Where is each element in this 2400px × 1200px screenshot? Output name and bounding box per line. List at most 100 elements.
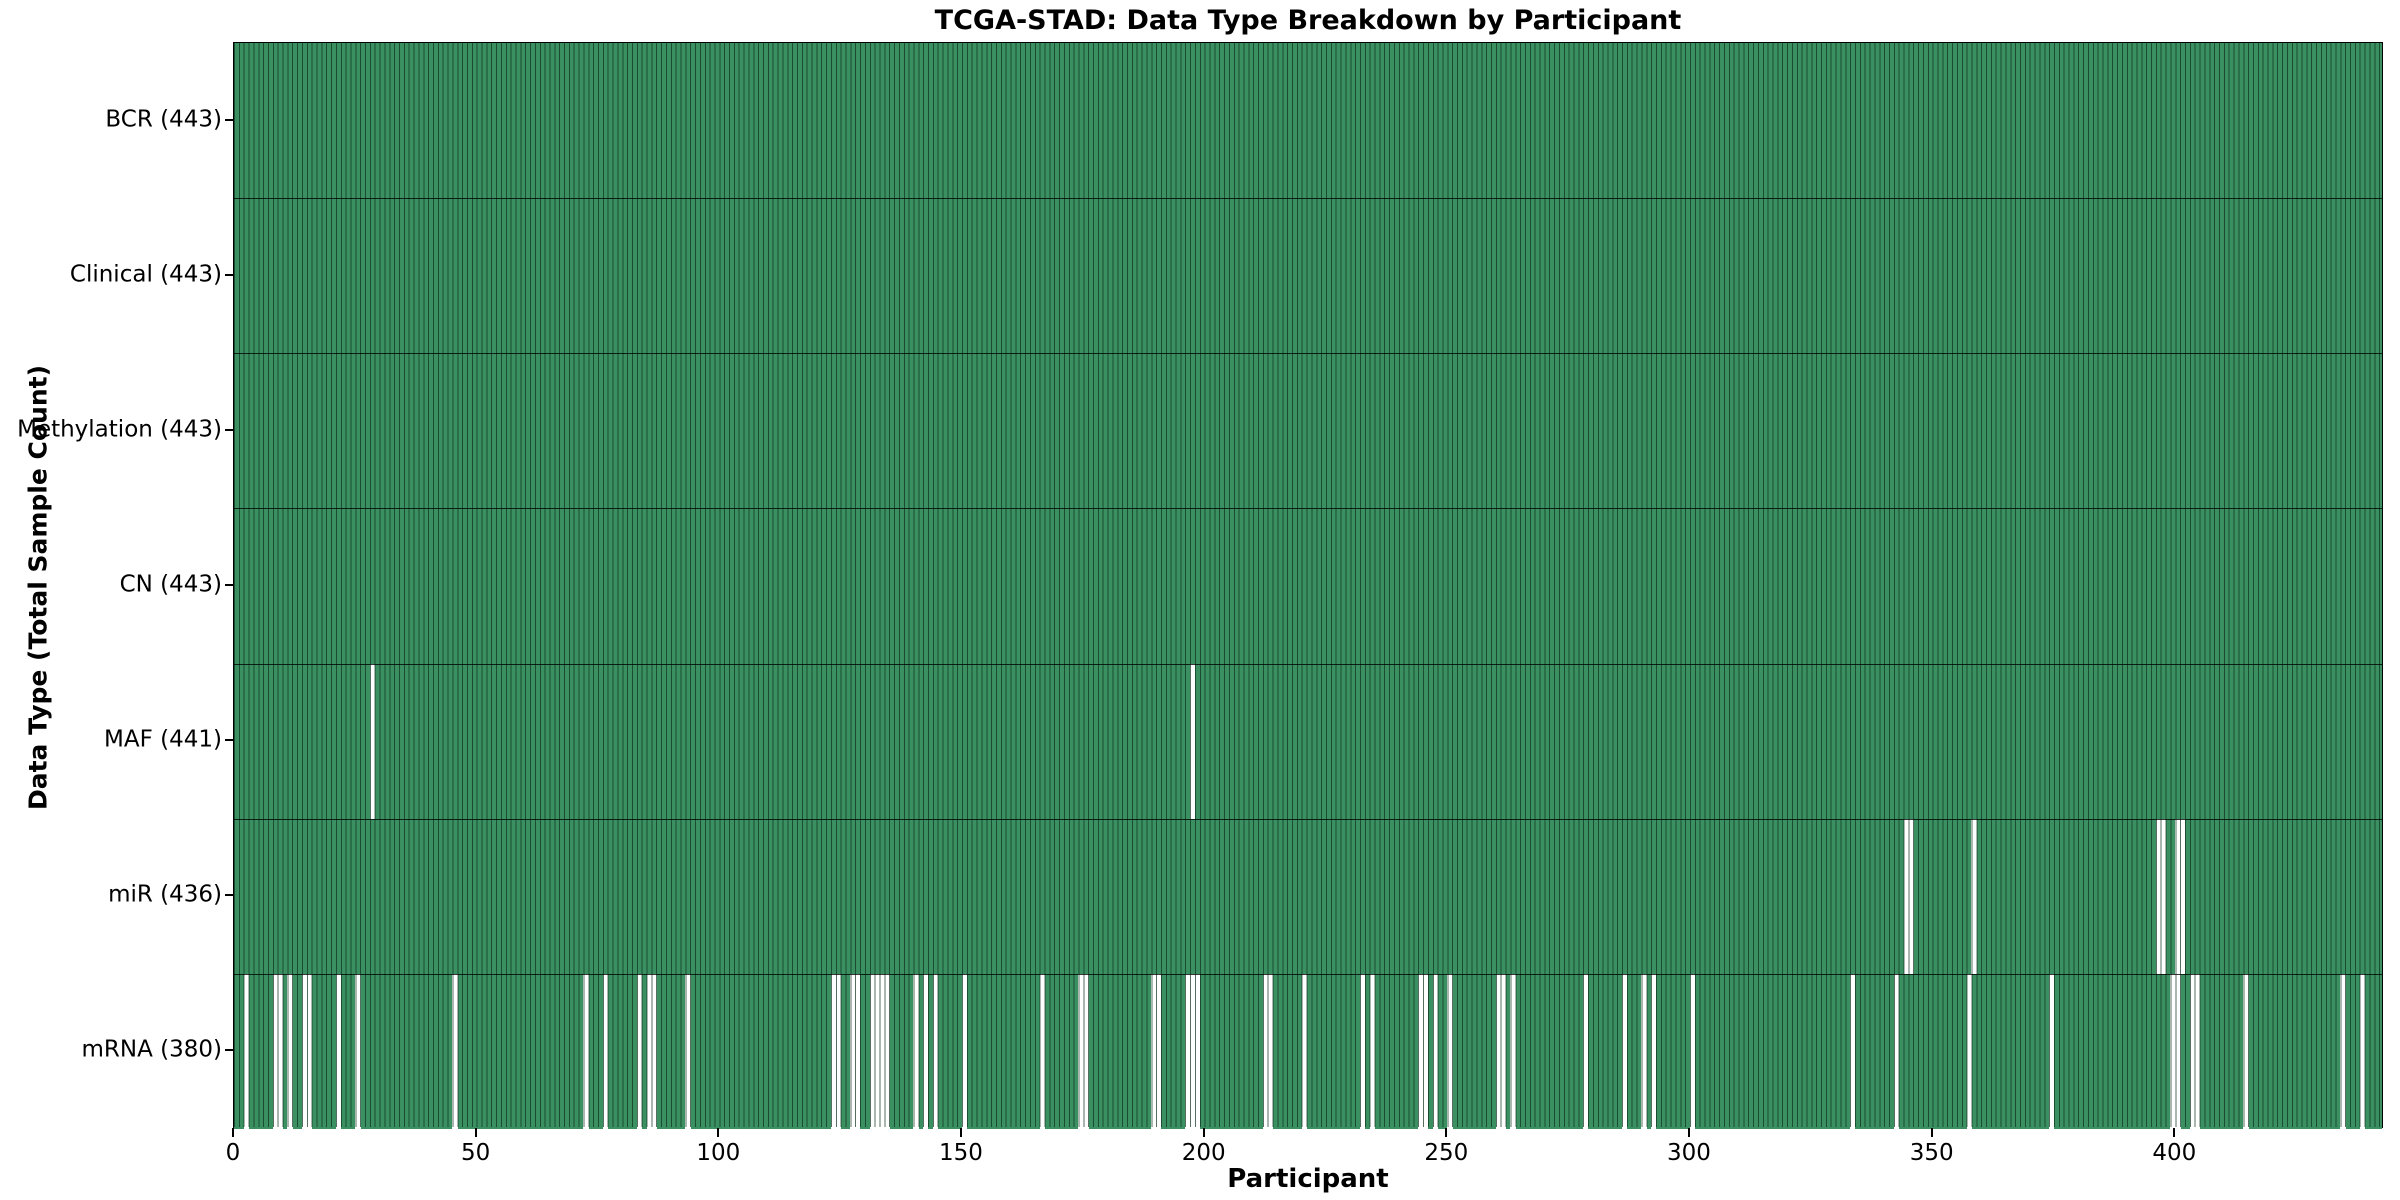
- y-tick-label-CN: CN (443): [119, 571, 222, 598]
- absent-stripe: [1641, 973, 1647, 1129]
- absent-stripe: [2160, 818, 2166, 974]
- absent-stripe: [2340, 973, 2346, 1129]
- absent-stripe: [1971, 818, 1977, 974]
- absent-stripe: [1651, 973, 1657, 1129]
- absent-stripe: [355, 973, 361, 1129]
- x-tick-mark: [1930, 1128, 1933, 1137]
- absent-stripe: [335, 973, 342, 1129]
- absent-stripe: [685, 973, 691, 1129]
- absent-stripe: [1583, 973, 1589, 1129]
- absent-stripe: [1432, 973, 1438, 1129]
- y-tick-label-BCR: BCR (443): [105, 106, 222, 133]
- absent-stripe: [1267, 973, 1273, 1129]
- y-tick-mark: [225, 118, 233, 121]
- absent-stripe: [651, 973, 657, 1129]
- x-tick-label-200: 200: [1181, 1140, 1226, 1166]
- x-tick-mark: [1687, 1128, 1690, 1137]
- absent-stripe: [2359, 973, 2365, 1129]
- absent-stripe: [913, 973, 919, 1129]
- absent-stripe: [932, 973, 939, 1129]
- heatmap-row-MAF: [234, 663, 2382, 819]
- y-tick-mark: [225, 894, 233, 897]
- absent-stripe: [1966, 973, 1972, 1129]
- absent-stripe: [2243, 973, 2249, 1129]
- absent-stripe: [1359, 973, 1366, 1129]
- absent-stripe: [1908, 818, 1914, 974]
- absent-stripe: [1083, 973, 1089, 1129]
- x-tick-label-300: 300: [1667, 1140, 1711, 1166]
- y-tick-mark: [225, 273, 233, 276]
- absent-stripe: [884, 973, 890, 1129]
- y-tick-label-Methylation: Methylation (443): [17, 416, 222, 443]
- absent-stripe: [1301, 973, 1307, 1129]
- absent-stripe: [1850, 973, 1856, 1129]
- x-tick-label-400: 400: [2152, 1140, 2197, 1166]
- absent-stripe: [1500, 973, 1506, 1129]
- absent-stripe: [1190, 663, 1196, 819]
- absent-stripe: [287, 973, 293, 1129]
- x-tick-mark: [717, 1128, 720, 1137]
- absent-stripe: [636, 973, 643, 1129]
- chart-title: TCGA-STAD: Data Type Breakdown by Partic…: [934, 5, 1682, 36]
- absent-stripe: [2180, 818, 2186, 974]
- heatmap-row-mRNA: [234, 973, 2382, 1129]
- y-tick-mark: [225, 1049, 233, 1052]
- absent-stripe: [961, 973, 968, 1129]
- heatmap-row-miR: [234, 818, 2382, 974]
- x-tick-mark: [474, 1128, 477, 1137]
- x-tick-label-0: 0: [225, 1140, 241, 1166]
- absent-stripe: [1423, 973, 1429, 1129]
- y-tick-label-MAF: MAF (441): [104, 726, 222, 753]
- absent-stripe: [583, 973, 589, 1129]
- plot-area: Present Absent: [233, 42, 2383, 1129]
- absent-stripe: [277, 973, 283, 1129]
- absent-stripe: [2175, 973, 2181, 1129]
- absent-stripe: [1039, 973, 1045, 1129]
- absent-stripe: [1194, 973, 1201, 1129]
- row-separator: [234, 198, 2382, 200]
- absent-stripe: [1447, 973, 1453, 1129]
- absent-stripe: [2194, 973, 2200, 1129]
- absent-stripe: [1369, 973, 1375, 1129]
- row-separator: [234, 353, 2382, 355]
- row-separator: [234, 973, 2382, 975]
- absent-stripe: [835, 973, 842, 1129]
- heatmap-row-CN: [234, 508, 2382, 664]
- heatmap-row-Clinical: [234, 198, 2382, 354]
- y-tick-mark: [225, 428, 233, 431]
- x-tick-mark: [232, 1128, 234, 1137]
- heatmap-row-BCR: [234, 43, 2382, 199]
- x-tick-mark: [959, 1128, 962, 1137]
- x-tick-mark: [2173, 1128, 2176, 1137]
- y-tick-mark: [225, 584, 233, 586]
- absent-stripe: [1156, 973, 1162, 1129]
- y-tick-label-Clinical: Clinical (443): [69, 261, 222, 288]
- absent-stripe: [1510, 973, 1516, 1129]
- absent-stripe: [2049, 973, 2055, 1129]
- y-tick-mark: [225, 739, 233, 742]
- x-tick-mark: [1445, 1128, 1448, 1137]
- x-tick-label-100: 100: [696, 1140, 741, 1166]
- absent-stripe: [243, 973, 249, 1129]
- heatmap-row-Methylation: [234, 353, 2382, 509]
- absent-stripe: [369, 663, 376, 819]
- absent-stripe: [1893, 973, 1900, 1129]
- y-tick-label-miR: miR (436): [108, 881, 222, 908]
- absent-stripe: [1689, 973, 1696, 1129]
- x-tick-label-250: 250: [1424, 1140, 1469, 1166]
- absent-stripe: [855, 973, 861, 1129]
- row-separator: [234, 508, 2382, 510]
- x-tick-label-50: 50: [461, 1140, 491, 1166]
- row-separator: [234, 818, 2382, 820]
- absent-stripe: [602, 973, 609, 1129]
- x-tick-label-150: 150: [939, 1140, 983, 1166]
- absent-stripe: [306, 973, 313, 1129]
- y-tick-label-mRNA: mRNA (380): [81, 1036, 222, 1063]
- x-tick-label-350: 350: [1909, 1140, 1954, 1166]
- absent-stripe: [1622, 973, 1628, 1129]
- row-separator: [234, 663, 2382, 665]
- x-axis-label: Participant: [1227, 1164, 1389, 1194]
- x-tick-mark: [1202, 1128, 1205, 1137]
- absent-stripe: [452, 973, 458, 1129]
